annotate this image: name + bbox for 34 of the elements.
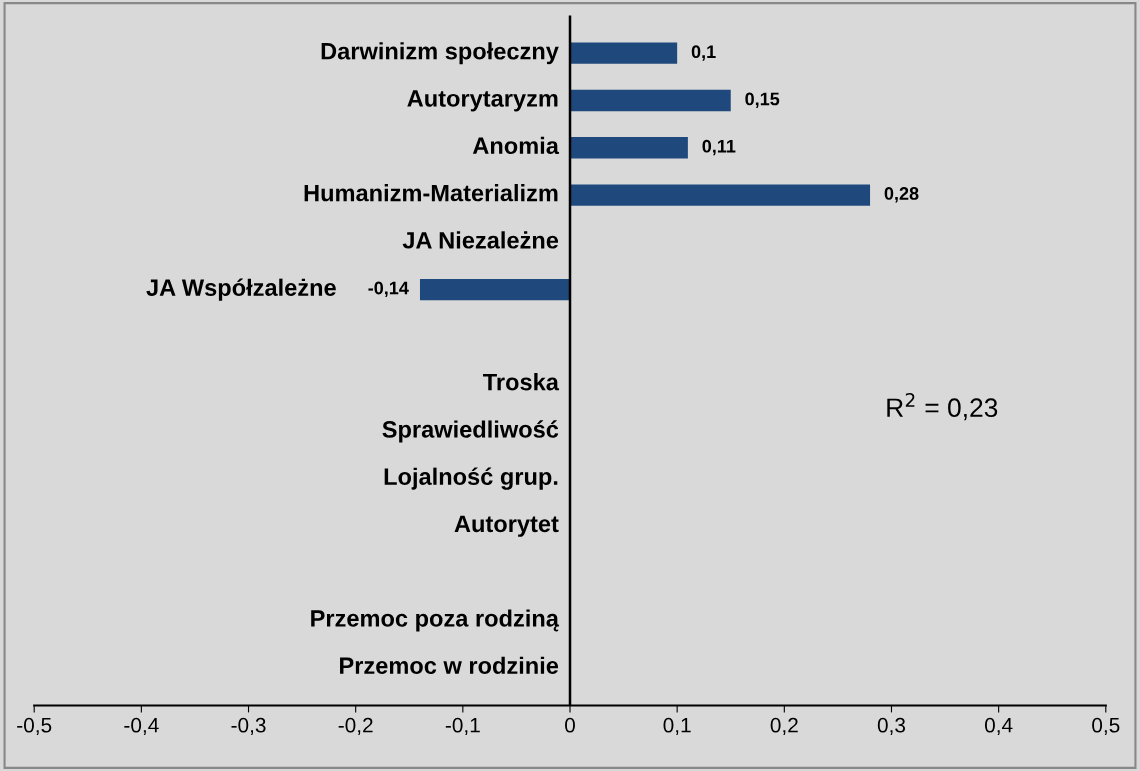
x-tick-label: -0,5 (17, 717, 52, 736)
x-tick-label: -0,4 (124, 717, 159, 736)
x-tick-label: 0 (565, 717, 575, 733)
data-label: 0,1 (691, 45, 716, 61)
y-tick-label: Przemoc w rodzinie (340, 656, 559, 674)
annotation: R$^{2}$ = 0,23 (887, 392, 998, 421)
y-tick-label: Sprawiedliwość (382, 420, 559, 443)
data-label: 0,11 (702, 139, 736, 156)
x-tick-label: 0,4 (984, 717, 1013, 736)
bar (419, 278, 570, 301)
x-tick-label: -0,2 (338, 717, 373, 736)
y-tick-label: JA Niezależne (402, 231, 559, 249)
y-tick-label: Darwinizm społeczny (321, 42, 559, 65)
y-tick-label: Autorytet (454, 515, 559, 537)
y-tick-label: Autorytaryzm (407, 90, 558, 112)
y-tick-label: Humanizm-Materializm (304, 184, 558, 202)
y-tick-label: Lojalność grup. (384, 467, 558, 490)
bar (570, 42, 678, 64)
data-label: 0,15 (745, 92, 780, 108)
bar (570, 137, 688, 159)
x-tick-label: -0,1 (445, 717, 480, 736)
y-tick-label: JA Współzależne (146, 278, 336, 301)
x-tick-label: -0,3 (231, 717, 266, 736)
y-tick-label: Przemoc poza rodziną (311, 609, 560, 632)
x-tick-label: 0,5 (1092, 717, 1120, 736)
data-label: 0,28 (884, 187, 919, 203)
x-tick-label: 0,2 (770, 717, 798, 736)
data-label: -0,14 (368, 281, 409, 298)
bar (570, 184, 871, 206)
y-tick-label: Anomia (472, 136, 560, 155)
bar (570, 89, 731, 112)
x-tick-label: 0,1 (663, 717, 691, 736)
y-tick-label: Troska (483, 373, 560, 391)
x-tick-label: 0,3 (877, 717, 906, 736)
